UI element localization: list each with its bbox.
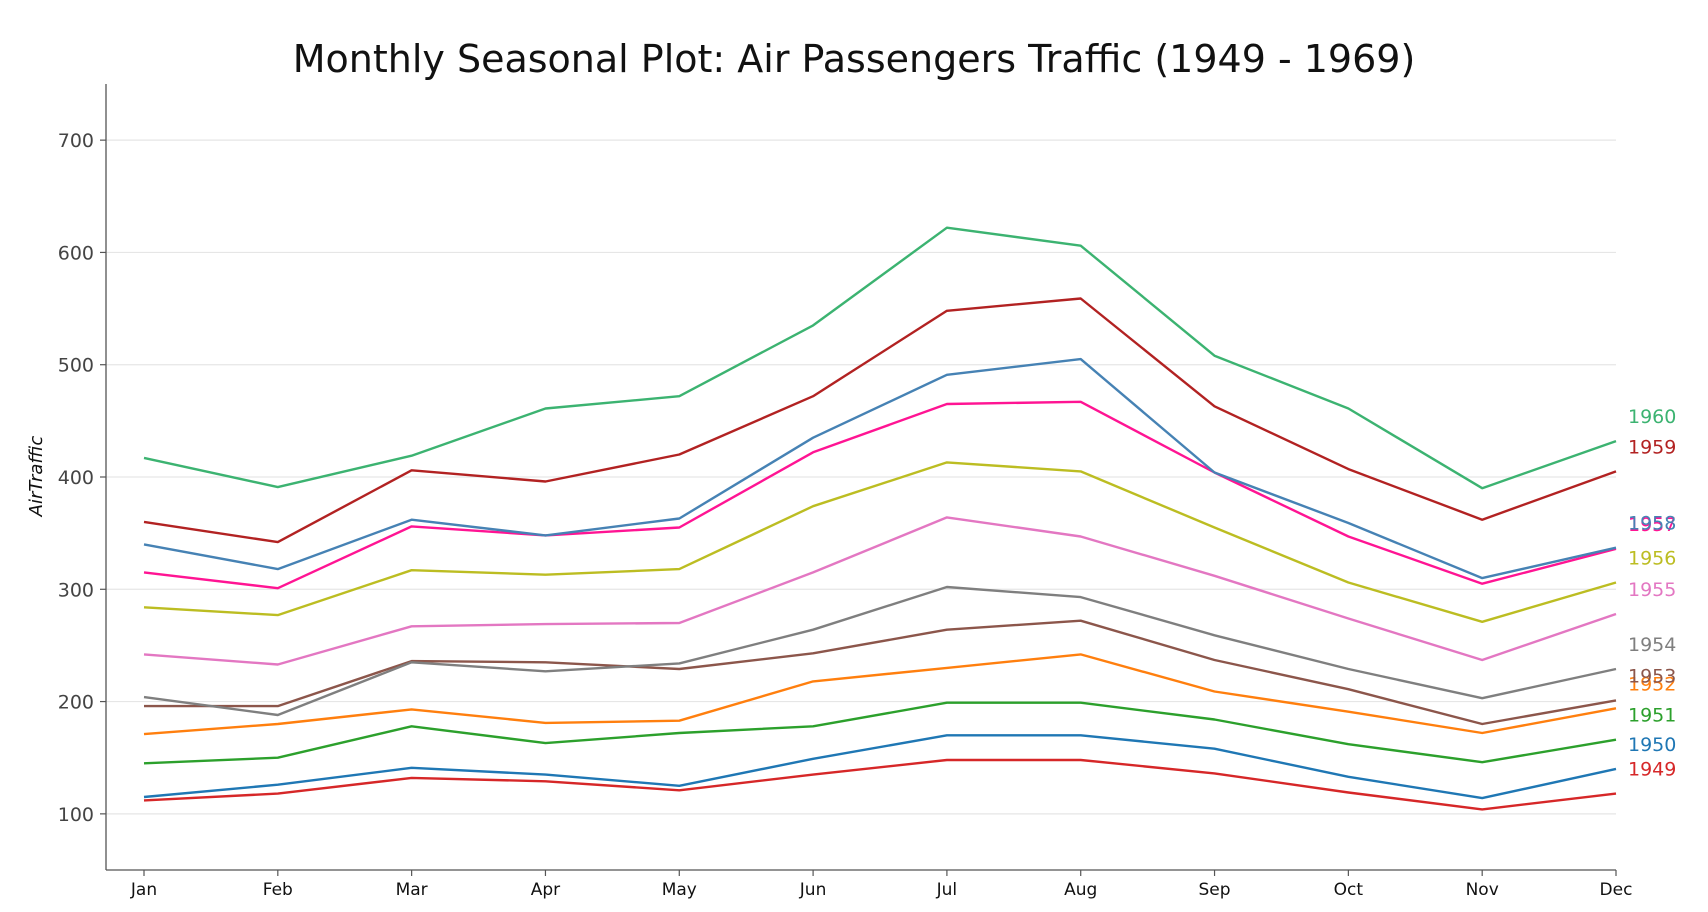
chart-title: Monthly Seasonal Plot: Air Passengers Tr… [293, 37, 1416, 81]
y-tick-label: 700 [58, 130, 94, 152]
series-label-1952: 1952 [1628, 673, 1676, 695]
series-line-1959 [143, 297, 1617, 544]
y-axis-label: AirTraffic [26, 436, 47, 518]
series-label-1960: 1960 [1628, 406, 1676, 428]
x-tick-label: Feb [263, 880, 293, 900]
x-tick-label: Jun [799, 880, 827, 900]
series-line-1950 [143, 734, 1617, 800]
series-line-1957 [143, 400, 1617, 590]
y-tick-label: 400 [58, 467, 94, 489]
series-label-1953: 1953 [1628, 665, 1676, 687]
series-label-1958: 1958 [1628, 513, 1676, 535]
x-tick-label: Aug [1064, 880, 1097, 900]
y-tick-label: 600 [58, 242, 94, 264]
y-tick-label: 200 [58, 692, 94, 714]
x-tick-label: Nov [1466, 880, 1499, 900]
x-tick-label: Oct [1334, 880, 1364, 900]
series-label-1955: 1955 [1628, 579, 1676, 601]
series-label-1954: 1954 [1628, 634, 1676, 656]
series-line-1954 [143, 585, 1617, 717]
x-tick-label: May [662, 880, 697, 900]
series-line-1955 [143, 516, 1617, 666]
y-tick-labels: 100 200 300 400 500 600 700 [58, 130, 106, 826]
series-line-1956 [143, 461, 1617, 623]
series-line-1958 [143, 357, 1617, 580]
y-tick-label: 300 [58, 579, 94, 601]
series-line-1951 [143, 701, 1617, 765]
series-label-1950: 1950 [1628, 734, 1676, 756]
series-line-1949 [143, 758, 1617, 811]
gridlines [106, 139, 1616, 815]
y-tick-label: 100 [58, 804, 94, 826]
series-label-1956: 1956 [1628, 548, 1676, 570]
x-tick-label: Jan [130, 880, 157, 900]
x-tick-labels: Jan Feb Mar Apr May Jun Jul Aug Sep Oct Nov Dec [130, 870, 1633, 900]
y-tick-label: 500 [58, 355, 94, 377]
series-label-1959: 1959 [1628, 436, 1676, 458]
x-tick-label: Apr [531, 880, 560, 900]
series-lines [143, 226, 1617, 811]
x-tick-label: Jul [936, 880, 958, 900]
series-line-1960 [143, 226, 1617, 490]
x-tick-label: Sep [1199, 880, 1231, 900]
x-tick-label: Mar [396, 880, 428, 900]
series-label-1957: 1957 [1628, 514, 1676, 536]
series-label-1949: 1949 [1628, 759, 1676, 781]
series-line-1952 [143, 653, 1617, 736]
x-tick-label: Dec [1600, 880, 1633, 900]
series-label-1951: 1951 [1628, 705, 1676, 727]
series-line-1953 [144, 619, 1617, 726]
